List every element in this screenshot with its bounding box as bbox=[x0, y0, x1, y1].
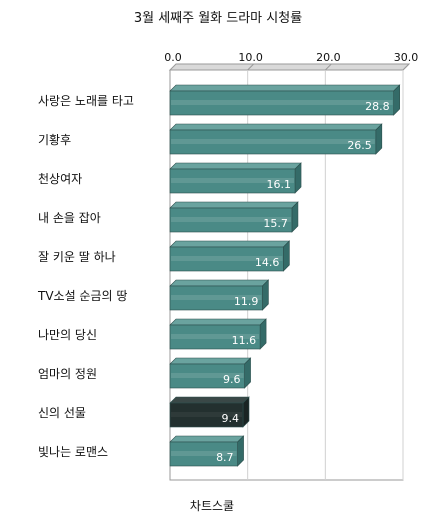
bar-value-label: 16.1 bbox=[267, 178, 292, 191]
bar-value-label: 28.8 bbox=[365, 100, 390, 113]
bar-front-face bbox=[169, 246, 284, 272]
bar-front-face bbox=[169, 90, 394, 116]
bar-sheen bbox=[171, 334, 260, 339]
bar: 14.6 bbox=[169, 240, 291, 272]
bar-top-face bbox=[169, 435, 245, 443]
bar: 28.8 bbox=[169, 84, 401, 116]
bar-sheen bbox=[171, 100, 393, 105]
bar-front-face bbox=[169, 363, 245, 389]
gridline-depth bbox=[402, 63, 410, 71]
bar-top-face bbox=[169, 162, 302, 170]
bar-front-face bbox=[169, 324, 261, 350]
bar-value-label: 11.6 bbox=[232, 334, 257, 347]
bar: 16.1 bbox=[169, 162, 302, 194]
bar-top-face bbox=[169, 279, 270, 287]
plot-top-face bbox=[168, 63, 411, 71]
bar-top-face bbox=[169, 357, 252, 365]
x-tick-label: 0.0 bbox=[164, 51, 182, 64]
bar-sheen bbox=[171, 178, 295, 183]
category-label: 빛나는 로맨스 bbox=[38, 445, 108, 459]
bar: 9.6 bbox=[169, 357, 252, 389]
x-axis-ticks: 0.0 10.0 20.0 30.0 bbox=[164, 51, 418, 64]
category-label: 신의 선물 bbox=[38, 406, 86, 420]
bar-top-face bbox=[169, 84, 401, 92]
bar-sheen bbox=[171, 217, 291, 222]
bar-sheen bbox=[171, 412, 243, 417]
bar-sheen bbox=[171, 139, 375, 144]
bar: 9.4 bbox=[169, 396, 250, 428]
category-label: 사랑은 노래를 타고 bbox=[38, 94, 134, 108]
bar-front-face bbox=[169, 129, 377, 155]
bar-top-face bbox=[169, 240, 291, 248]
bar: 15.7 bbox=[169, 201, 299, 233]
bar-value-label: 11.9 bbox=[234, 295, 259, 308]
category-label: 잘 키운 딸 하나 bbox=[38, 250, 116, 264]
chart-footer: 차트스쿨 bbox=[190, 499, 234, 513]
bar-value-label: 26.5 bbox=[347, 139, 372, 152]
category-label: 내 손을 잡아 bbox=[38, 211, 101, 225]
bar-value-label: 8.7 bbox=[216, 451, 234, 464]
bar-front-face bbox=[169, 285, 263, 311]
bar-value-label: 14.6 bbox=[255, 256, 280, 269]
category-label: TV소설 순금의 땅 bbox=[37, 289, 127, 303]
chart-title: 3월 세째주 월화 드라마 시청률 bbox=[134, 11, 302, 26]
x-tick-label: 20.0 bbox=[316, 51, 341, 64]
bars: 28.8 26.5 16.1 15.7 14.6 11.9 11.6 9.6 9.4 8.7 bbox=[169, 84, 401, 467]
category-label: 엄마의 정원 bbox=[38, 367, 97, 381]
bar: 11.6 bbox=[169, 318, 267, 350]
category-label: 기황후 bbox=[38, 133, 71, 147]
bar-sheen bbox=[171, 373, 244, 378]
x-tick-label: 30.0 bbox=[394, 51, 419, 64]
bar-value-label: 9.6 bbox=[223, 373, 241, 386]
bar: 11.9 bbox=[169, 279, 270, 311]
bar: 26.5 bbox=[169, 123, 383, 155]
bar-sheen bbox=[171, 295, 262, 300]
x-tick-label: 10.0 bbox=[238, 51, 263, 64]
bar-value-label: 15.7 bbox=[263, 217, 288, 230]
bar-value-label: 9.4 bbox=[222, 412, 240, 425]
bar-front-face bbox=[169, 207, 293, 233]
bar: 8.7 bbox=[169, 435, 245, 467]
bar-sheen bbox=[171, 451, 237, 456]
gridline-depth bbox=[324, 63, 332, 71]
bar-front-face bbox=[169, 441, 238, 467]
bar-top-face bbox=[169, 201, 299, 209]
bar-top-face bbox=[169, 396, 250, 404]
bar-top-face bbox=[169, 123, 383, 131]
bar-sheen bbox=[171, 256, 283, 261]
bar-front-face bbox=[169, 402, 244, 428]
category-label: 나만의 당신 bbox=[38, 328, 97, 342]
gridline-depth bbox=[247, 63, 255, 71]
bar-front-face bbox=[169, 168, 296, 194]
bar-top-face bbox=[169, 318, 267, 326]
category-label: 천상여자 bbox=[38, 171, 82, 186]
